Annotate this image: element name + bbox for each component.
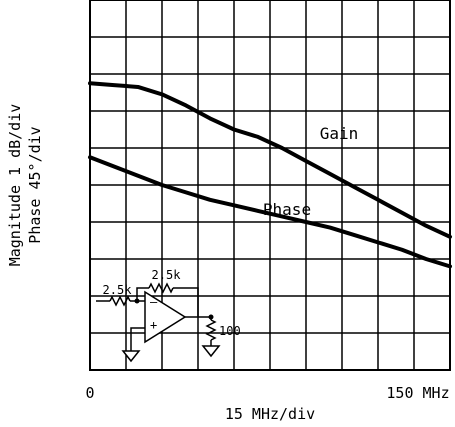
series-line-gain	[88, 81, 452, 239]
load-resistor-label: 100	[219, 324, 241, 338]
noninverting-input-wire	[130, 327, 145, 351]
feedback-resistor	[148, 282, 174, 294]
x-axis-title: 15 MHz/div	[225, 405, 315, 423]
ground-symbol-right	[201, 345, 221, 358]
ground-symbol-left	[121, 350, 141, 363]
series-label-gain: Gain	[320, 124, 359, 143]
feedback-resistor-label: 2.5k	[152, 268, 182, 282]
input-resistor-label: 2.5k	[103, 283, 133, 297]
minus-sign: –	[150, 295, 158, 309]
x-tick-label-end: 150 MHz	[386, 384, 449, 402]
feedback-right-wire	[173, 287, 199, 317]
series-group	[88, 81, 452, 269]
grid	[90, 0, 450, 370]
y-axis-title-phase: Phase 45°/div	[26, 126, 44, 243]
inset-circuit: – + 2.5k 2.5k 100	[96, 268, 241, 363]
load-resistor	[205, 319, 217, 341]
feedback-left-wire	[136, 287, 149, 301]
input-resistor	[109, 295, 131, 307]
opamp-triangle	[144, 290, 187, 344]
plus-sign: +	[150, 318, 157, 332]
x-tick-label-start: 0	[85, 384, 94, 402]
series-label-phase: Phase	[263, 200, 311, 219]
plot-frame	[89, 0, 451, 371]
y-axis-title-magnitude: Magnitude 1 dB/div	[6, 104, 24, 267]
series-line-phase	[88, 155, 452, 269]
